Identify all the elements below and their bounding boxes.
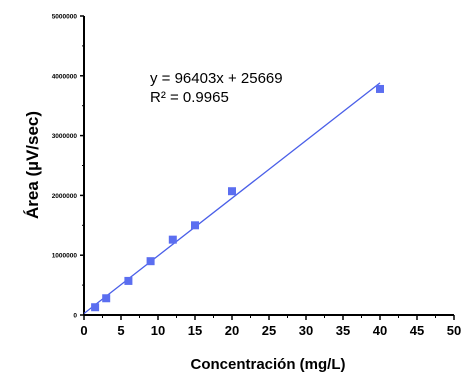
y-tick-label: 0 xyxy=(73,313,77,320)
data-point xyxy=(102,294,111,303)
y-tick-label: 4000000 xyxy=(52,73,78,80)
x-axis-ticks: 0 5 10 15 20 25 30 35 40 45 50 xyxy=(80,315,461,338)
x-tick-label: 50 xyxy=(447,323,461,338)
data-point xyxy=(168,235,177,244)
x-tick-label: 5 xyxy=(117,323,124,338)
r-squared-label: R² = 0.9965 xyxy=(150,89,229,106)
x-tick-label: 0 xyxy=(80,323,87,338)
data-point xyxy=(146,257,155,266)
x-tick-label: 45 xyxy=(410,323,424,338)
y-axis-title: Área (µV/sec) xyxy=(23,111,42,219)
data-point xyxy=(124,276,133,285)
x-tick-label: 30 xyxy=(299,323,313,338)
data-points xyxy=(91,84,384,312)
x-axis-title: Concentración (mg/L) xyxy=(190,356,345,372)
x-tick-label: 10 xyxy=(151,323,165,338)
x-tick-label: 20 xyxy=(225,323,239,338)
x-tick-label: 40 xyxy=(373,323,387,338)
y-tick-label: 2000000 xyxy=(52,193,78,200)
x-tick-label: 15 xyxy=(188,323,202,338)
x-tick-label: 35 xyxy=(336,323,350,338)
x-tick-label: 25 xyxy=(262,323,276,338)
data-point xyxy=(191,221,199,230)
y-tick-label: 3000000 xyxy=(52,133,78,140)
data-point xyxy=(91,303,100,312)
trendline-equation: y = 96403x + 25669 xyxy=(150,70,283,87)
trendline-layer xyxy=(83,82,381,314)
y-tick-label: 1000000 xyxy=(52,253,78,260)
y-tick-label: 5000000 xyxy=(52,14,78,21)
data-point xyxy=(376,84,384,93)
trendline xyxy=(83,82,381,314)
y-axis-ticks: 0 1000000 2000000 3000000 4000000 5000000 xyxy=(52,14,84,320)
data-point xyxy=(228,187,236,196)
